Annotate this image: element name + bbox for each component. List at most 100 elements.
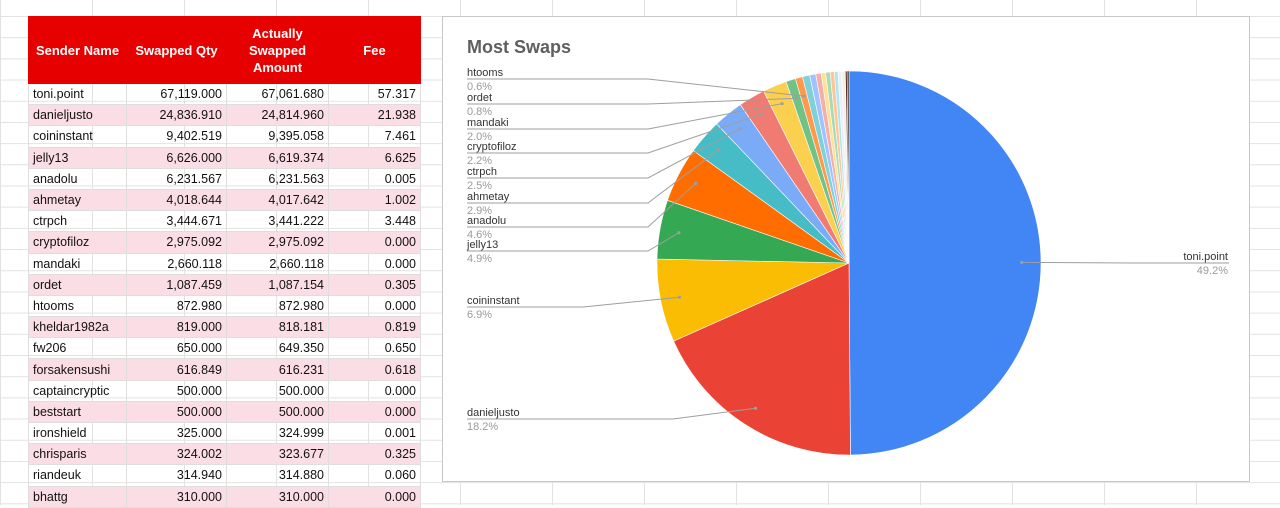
cell-sender[interactable]: toni.point xyxy=(28,82,127,106)
cell-fee[interactable]: 0.000 xyxy=(328,294,421,318)
cell-sender[interactable]: anadolu xyxy=(28,167,127,190)
cell-sender[interactable]: riandeuk xyxy=(28,464,127,487)
cell-sender[interactable]: fw206 xyxy=(28,337,127,360)
cell-actual-amount[interactable]: 500.000 xyxy=(226,400,329,424)
cell-sender[interactable]: ironshield xyxy=(28,421,127,445)
cell-sender[interactable]: jelly13 xyxy=(28,146,127,169)
cell-actual-amount[interactable]: 323.677 xyxy=(226,443,329,466)
cell-sender[interactable]: ordet xyxy=(28,273,127,296)
cell-swapped-qty[interactable]: 9,402.519 xyxy=(126,125,227,148)
cell-sender[interactable]: ahmetay xyxy=(28,188,127,212)
cell-sender[interactable]: coininstant xyxy=(28,125,127,148)
cell-fee[interactable]: 0.001 xyxy=(328,421,421,445)
header-sender-name[interactable]: Sender Name xyxy=(28,16,127,84)
cell-sender[interactable]: htooms xyxy=(28,294,127,318)
cell-actual-amount[interactable]: 3,441.222 xyxy=(226,210,329,233)
table-row: kheldar1982a 819.000 818.181 0.819 xyxy=(28,316,421,339)
slice-pct-htooms: 0.6% xyxy=(467,81,492,93)
cell-actual-amount[interactable]: 500.000 xyxy=(226,379,329,402)
cell-swapped-qty[interactable]: 6,626.000 xyxy=(126,146,227,169)
cell-actual-amount[interactable]: 9,395.058 xyxy=(226,125,329,148)
cell-swapped-qty[interactable]: 24,836.910 xyxy=(126,104,227,127)
header-actually-swapped-amount[interactable]: Actually Swapped Amount xyxy=(226,16,329,84)
cell-actual-amount[interactable]: 24,814.960 xyxy=(226,104,329,127)
slice-pct-danieljusto: 18.2% xyxy=(467,421,498,433)
leader-line-coininstant xyxy=(467,296,680,308)
table-row: beststart 500.000 500.000 0.000 xyxy=(28,400,421,424)
cell-fee[interactable]: 0.000 xyxy=(328,379,421,402)
cell-swapped-qty[interactable]: 4,018.644 xyxy=(126,188,227,212)
cell-actual-amount[interactable]: 310.000 xyxy=(226,485,329,508)
cell-actual-amount[interactable]: 324.999 xyxy=(226,421,329,445)
cell-actual-amount[interactable]: 818.181 xyxy=(226,316,329,339)
cell-swapped-qty[interactable]: 325.000 xyxy=(126,421,227,445)
pie-slice-minor-21[interactable] xyxy=(846,70,850,264)
cell-swapped-qty[interactable]: 616.849 xyxy=(126,358,227,381)
cell-fee[interactable]: 0.060 xyxy=(328,464,421,487)
cell-sender[interactable]: forsakensushi xyxy=(28,358,127,381)
cell-swapped-qty[interactable]: 872.980 xyxy=(126,294,227,318)
cell-swapped-qty[interactable]: 6,231.567 xyxy=(126,167,227,190)
leader-dot-toni.point xyxy=(1020,260,1024,264)
cell-actual-amount[interactable]: 2,975.092 xyxy=(226,231,329,254)
cell-swapped-qty[interactable]: 2,660.118 xyxy=(126,252,227,275)
pie-slice-danieljusto[interactable] xyxy=(673,262,851,456)
header-swapped-qty[interactable]: Swapped Qty xyxy=(126,16,227,84)
cell-sender[interactable]: chrisparis xyxy=(28,443,127,466)
cell-fee[interactable]: 1.002 xyxy=(328,188,421,212)
cell-fee[interactable]: 0.000 xyxy=(328,252,421,275)
cell-actual-amount[interactable]: 616.231 xyxy=(226,358,329,381)
cell-fee[interactable]: 6.625 xyxy=(328,146,421,169)
cell-actual-amount[interactable]: 6,231.563 xyxy=(226,167,329,190)
cell-fee[interactable]: 3.448 xyxy=(328,210,421,233)
cell-swapped-qty[interactable]: 67,119.000 xyxy=(126,82,227,106)
cell-actual-amount[interactable]: 6,619.374 xyxy=(226,146,329,169)
cell-actual-amount[interactable]: 872.980 xyxy=(226,294,329,318)
cell-sender[interactable]: captaincryptic xyxy=(28,379,127,402)
leader-line-jelly13 xyxy=(467,232,680,252)
table-row: captaincryptic 500.000 500.000 0.000 xyxy=(28,379,421,402)
cell-fee[interactable]: 0.000 xyxy=(328,485,421,508)
cell-fee[interactable]: 0.005 xyxy=(328,167,421,190)
cell-fee[interactable]: 0.618 xyxy=(328,358,421,381)
cell-sender[interactable]: cryptofiloz xyxy=(28,231,127,254)
cell-actual-amount[interactable]: 314.880 xyxy=(226,464,329,487)
cell-swapped-qty[interactable]: 310.000 xyxy=(126,485,227,508)
cell-fee[interactable]: 0.819 xyxy=(328,316,421,339)
cell-sender[interactable]: kheldar1982a xyxy=(28,316,127,339)
cell-fee[interactable]: 21.938 xyxy=(328,104,421,127)
slice-pct-mandaki: 2.0% xyxy=(467,131,492,143)
cell-sender[interactable]: danieljusto xyxy=(28,104,127,127)
cell-actual-amount[interactable]: 1,087.154 xyxy=(226,273,329,296)
table-row: mandaki 2,660.118 2,660.118 0.000 xyxy=(28,252,421,275)
cell-actual-amount[interactable]: 2,660.118 xyxy=(226,252,329,275)
cell-swapped-qty[interactable]: 500.000 xyxy=(126,379,227,402)
cell-swapped-qty[interactable]: 819.000 xyxy=(126,316,227,339)
cell-swapped-qty[interactable]: 500.000 xyxy=(126,400,227,424)
cell-fee[interactable]: 0.000 xyxy=(328,400,421,424)
table-row: jelly13 6,626.000 6,619.374 6.625 xyxy=(28,146,421,169)
cell-swapped-qty[interactable]: 1,087.459 xyxy=(126,273,227,296)
cell-sender[interactable]: mandaki xyxy=(28,252,127,275)
cell-swapped-qty[interactable]: 314.940 xyxy=(126,464,227,487)
cell-fee[interactable]: 0.000 xyxy=(328,231,421,254)
cell-sender[interactable]: bhattg xyxy=(28,485,127,508)
cell-fee[interactable]: 0.325 xyxy=(328,443,421,466)
header-fee[interactable]: Fee xyxy=(328,16,421,84)
cell-swapped-qty[interactable]: 324.002 xyxy=(126,443,227,466)
pie-slice-toni.point[interactable] xyxy=(848,70,1042,456)
cell-actual-amount[interactable]: 67,061.680 xyxy=(226,82,329,106)
pie-chart[interactable]: Most Swaps toni.point 49.2% danieljusto 18.… xyxy=(442,16,1250,482)
cell-fee[interactable]: 0.305 xyxy=(328,273,421,296)
cell-swapped-qty[interactable]: 2,975.092 xyxy=(126,231,227,254)
cell-actual-amount[interactable]: 4,017.642 xyxy=(226,188,329,212)
leader-dot-coininstant xyxy=(678,295,682,299)
cell-swapped-qty[interactable]: 3,444.671 xyxy=(126,210,227,233)
cell-swapped-qty[interactable]: 650.000 xyxy=(126,337,227,360)
cell-sender[interactable]: beststart xyxy=(28,400,127,424)
cell-fee[interactable]: 57.317 xyxy=(328,82,421,106)
cell-fee[interactable]: 7.461 xyxy=(328,125,421,148)
cell-fee[interactable]: 0.650 xyxy=(328,337,421,360)
cell-actual-amount[interactable]: 649.350 xyxy=(226,337,329,360)
cell-sender[interactable]: ctrpch xyxy=(28,210,127,233)
